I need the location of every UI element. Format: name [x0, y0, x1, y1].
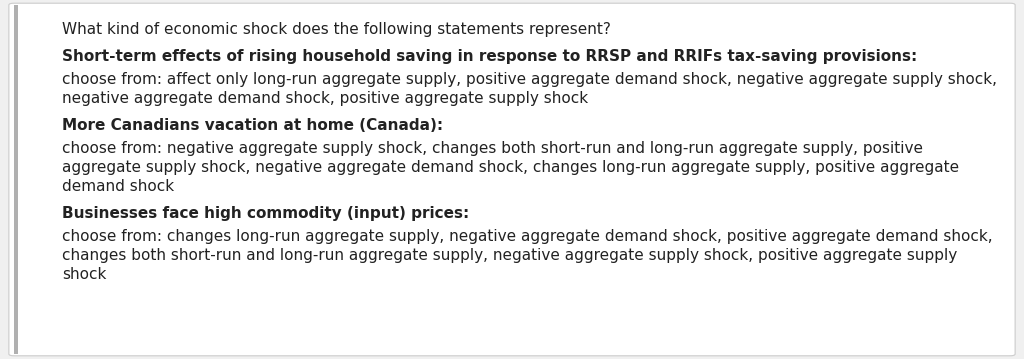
Text: Short-term effects of rising household saving in response to RRSP and RRIFs tax-: Short-term effects of rising household s…: [62, 49, 918, 64]
Text: shock: shock: [62, 267, 106, 282]
Text: demand shock: demand shock: [62, 179, 174, 194]
Text: aggregate supply shock, negative aggregate demand shock, changes long-run aggreg: aggregate supply shock, negative aggrega…: [62, 160, 959, 175]
Text: Businesses face high commodity (input) prices:: Businesses face high commodity (input) p…: [62, 206, 469, 221]
Text: What kind of economic shock does the following statements represent?: What kind of economic shock does the fol…: [62, 22, 611, 37]
Text: choose from: negative aggregate supply shock, changes both short-run and long-ru: choose from: negative aggregate supply s…: [62, 141, 923, 156]
Text: negative aggregate demand shock, positive aggregate supply shock: negative aggregate demand shock, positiv…: [62, 91, 588, 106]
Text: choose from: affect only long-run aggregate supply, positive aggregate demand sh: choose from: affect only long-run aggreg…: [62, 72, 997, 87]
Text: More Canadians vacation at home (Canada):: More Canadians vacation at home (Canada)…: [62, 118, 443, 133]
Text: choose from: changes long-run aggregate supply, negative aggregate demand shock,: choose from: changes long-run aggregate …: [62, 229, 992, 244]
Text: changes both short-run and long-run aggregate supply, negative aggregate supply : changes both short-run and long-run aggr…: [62, 248, 957, 263]
